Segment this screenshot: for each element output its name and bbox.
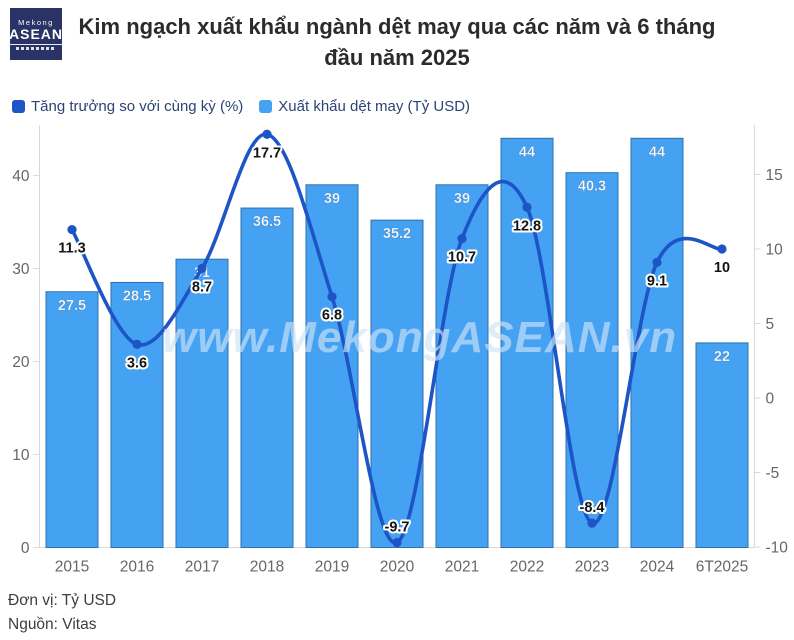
- line-point-2022: [522, 202, 532, 212]
- bar-value-label: 35.2: [383, 226, 411, 242]
- logo-tagline: [16, 46, 56, 50]
- line-value-label: -8.4: [580, 500, 605, 516]
- logo-text-mekong: Mekong: [18, 18, 54, 28]
- bar-6T2025: [695, 342, 749, 548]
- line-value-label: 11.3: [58, 241, 85, 257]
- line-point-2019: [327, 292, 337, 302]
- bar-2017: [175, 258, 229, 548]
- x-axis-label: 2022: [510, 559, 544, 576]
- line-value-labels: 11.3 3.6 8.7 17.7 6.8 -9.7 10.7 12.8 -8.4 9.1 10: [56, 143, 732, 537]
- bar-value-label: 22: [714, 349, 730, 365]
- line-point-2023: [587, 518, 597, 528]
- x-axis-label: 6T2025: [696, 559, 749, 576]
- chart-area: 0 10 20 30 40 -10 -5 0 5 10 15 2015 2016 2017 2018 2019…: [0, 115, 794, 587]
- line-value-label: 17.7: [253, 145, 281, 161]
- bar-2021: [435, 184, 489, 549]
- line-point-2017: [197, 263, 207, 273]
- line-point-2021: [457, 233, 467, 244]
- legend-marker-growth: [12, 100, 25, 113]
- line-value-label: 10: [714, 260, 730, 276]
- line-value-label: 9.1: [647, 273, 667, 289]
- line-point-2015: [67, 225, 77, 235]
- left-axis-tick-label: 0: [21, 540, 30, 557]
- x-axis-label: 2019: [315, 559, 349, 576]
- left-axis-tick-label: 20: [12, 354, 30, 371]
- header: Mekong ASEAN Kim ngạch xuất khẩu ngành d…: [0, 0, 794, 90]
- legend-label-growth: Tăng trưởng so với cùng kỳ (%): [31, 98, 244, 115]
- line-point-2016: [132, 339, 142, 349]
- legend: Tăng trưởng so với cùng kỳ (%) Xuất khẩu…: [12, 98, 794, 115]
- bar-value-label: 39: [324, 191, 340, 207]
- line-value-label: 6.8: [322, 308, 342, 324]
- bar-2015: [45, 291, 99, 548]
- x-axis-label: 2024: [640, 559, 675, 576]
- logo-text-asean: ASEAN: [9, 26, 64, 45]
- footer: Đơn vị: Tỷ USD Nguồn: Vitas: [8, 589, 794, 637]
- legend-item-growth[interactable]: Tăng trưởng so với cùng kỳ (%): [12, 98, 243, 115]
- bar-value-label: 39: [454, 191, 470, 207]
- right-axis-tick-label: -10: [766, 540, 789, 557]
- bar-2024: [630, 137, 684, 549]
- right-axis-tick-label: -5: [766, 465, 780, 482]
- bar-2020: [370, 219, 424, 548]
- right-axis-tick-label: 0: [766, 391, 775, 408]
- bar-2018: [240, 207, 294, 549]
- combo-chart: 0 10 20 30 40 -10 -5 0 5 10 15 2015 2016 2017 2018 2019…: [12, 125, 788, 576]
- line-value-label: 8.7: [192, 279, 212, 295]
- bar-value-label: 44: [649, 144, 665, 160]
- bar-value-label: 44: [519, 144, 535, 160]
- bar-2016: [110, 281, 164, 548]
- left-axis-tick-label: 30: [12, 261, 30, 278]
- line-value-label: 10.7: [448, 250, 476, 266]
- left-axis-tick-label: 10: [12, 447, 30, 464]
- line-value-label: 3.6: [127, 355, 147, 371]
- right-axis-tick-label: 5: [766, 316, 775, 333]
- line-point-2018: [262, 129, 272, 139]
- right-axis-tick-label: 15: [766, 167, 783, 184]
- x-axis-label: 2021: [445, 559, 479, 576]
- legend-marker-exports: [259, 100, 273, 113]
- bar-value-label: 40.3: [578, 179, 606, 195]
- x-axis-label: 2015: [55, 559, 89, 576]
- bar-value-label: 27.5: [58, 298, 86, 314]
- source-note: Nguồn: Vitas: [8, 616, 97, 634]
- line-point-2020: [392, 537, 402, 548]
- x-axis-label: 2018: [250, 559, 284, 576]
- bar-value-label: 28.5: [123, 288, 151, 304]
- x-axis-label: 2017: [185, 559, 219, 576]
- left-axis-tick-label: 40: [12, 168, 30, 185]
- x-axis-label: 2020: [380, 559, 415, 576]
- chart-title: Kim ngạch xuất khẩu ngành dệt may qua cá…: [78, 14, 716, 70]
- line-value-label: -9.7: [385, 520, 410, 536]
- line-value-label: 12.8: [513, 218, 541, 234]
- line-point-6T2025: [717, 244, 727, 254]
- unit-note: Đơn vị: Tỷ USD: [8, 592, 117, 609]
- line-point-2024: [652, 257, 662, 268]
- growth-line-series: [67, 129, 727, 548]
- bar-value-label: 36.5: [253, 214, 281, 230]
- legend-item-exports[interactable]: Xuất khẩu dệt may (Tỷ USD): [259, 98, 470, 115]
- bars-series: [45, 137, 749, 549]
- legend-label-exports: Xuất khẩu dệt may (Tỷ USD): [278, 98, 471, 115]
- mekong-asean-logo[interactable]: Mekong ASEAN: [9, 8, 64, 60]
- x-axis-label: 2023: [575, 559, 609, 576]
- axes: 0 10 20 30 40 -10 -5 0 5 10 15 2015 2016 2017 2018 2019…: [12, 125, 788, 576]
- bar-2022: [500, 137, 554, 549]
- right-axis-tick-label: 10: [766, 242, 784, 259]
- x-axis-label: 2016: [120, 559, 154, 576]
